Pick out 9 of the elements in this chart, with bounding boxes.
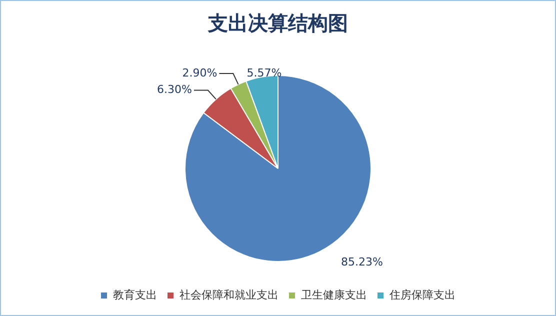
legend-label: 教育支出 xyxy=(113,288,157,302)
legend-label: 住房保障支出 xyxy=(390,288,456,302)
data-label: 85.23% xyxy=(340,255,383,268)
data-label: 5.57% xyxy=(246,66,282,80)
legend-label: 社会保障和就业支出 xyxy=(180,288,278,302)
data-label: 6.30% xyxy=(157,83,192,96)
legend-label: 卫生健康支出 xyxy=(301,288,367,302)
data-label: 2.90% xyxy=(182,66,218,80)
chart-title: 支出决算结构图 xyxy=(207,11,348,36)
